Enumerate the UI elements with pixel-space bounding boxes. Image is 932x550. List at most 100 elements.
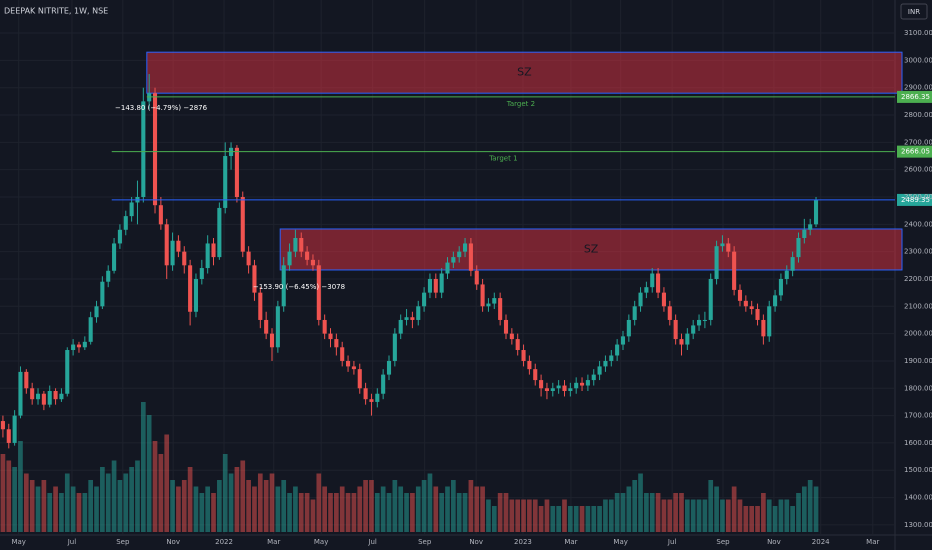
volume-bar xyxy=(193,486,199,532)
volume-bar xyxy=(59,493,64,532)
volume-bar xyxy=(421,480,427,532)
volume-bar xyxy=(439,493,444,532)
volume-bar xyxy=(755,506,760,532)
level-name: Target 1 xyxy=(488,155,517,163)
volume-bar xyxy=(263,480,269,532)
x-tick-label: Mar xyxy=(564,538,577,546)
candle-body xyxy=(199,268,204,279)
volume-bar xyxy=(761,493,766,532)
candle-body xyxy=(82,341,87,348)
volume-bar xyxy=(398,486,404,532)
volume-bar xyxy=(117,480,123,532)
volume-bar xyxy=(76,493,82,532)
volume-bar xyxy=(749,506,755,532)
candle-body xyxy=(615,344,620,356)
candle-body xyxy=(457,251,462,258)
price-tag-label: 2489.35 xyxy=(901,196,930,204)
currency-box[interactable] xyxy=(900,3,928,20)
volume-bar xyxy=(146,415,152,532)
currency[interactable]: INR xyxy=(908,8,920,16)
measure-label: −143.80 (−4.79%) −2876 xyxy=(115,104,208,112)
x-tick-label: Sep xyxy=(116,538,130,546)
volume-bar xyxy=(404,493,409,532)
candle-body xyxy=(679,339,684,345)
x-tick-label: Sep xyxy=(418,538,432,546)
candle-body xyxy=(410,317,415,320)
candle-body xyxy=(305,251,310,260)
y-tick-label: 3100.00 xyxy=(904,29,932,37)
candle-body xyxy=(53,391,58,400)
volume-bar xyxy=(503,493,509,532)
volume-bar xyxy=(568,506,573,532)
volume-bar xyxy=(474,486,480,532)
volume-bar xyxy=(82,493,88,532)
volume-bar xyxy=(88,480,94,532)
candle-body xyxy=(252,265,257,293)
candle-body xyxy=(661,292,666,307)
candle-body xyxy=(392,333,397,361)
volume-bar xyxy=(614,493,620,532)
volume-bar xyxy=(310,499,316,532)
price-tag-label: 2666.05 xyxy=(901,148,930,156)
candle-body xyxy=(258,292,263,320)
candle-body xyxy=(269,333,275,348)
volume-bar xyxy=(23,473,29,532)
candle-body xyxy=(761,319,766,337)
volume-bar xyxy=(228,473,234,532)
volume-bar xyxy=(684,499,690,532)
volume-bar xyxy=(784,499,790,532)
y-tick-label: 2200.00 xyxy=(904,275,932,283)
volume-bar xyxy=(269,473,275,532)
volume-bar xyxy=(544,499,550,532)
candle-body xyxy=(585,380,590,386)
candle-body xyxy=(158,205,163,225)
volume-bar xyxy=(328,493,333,532)
candle-body xyxy=(141,101,146,198)
volume-bar xyxy=(462,493,468,532)
candle-body xyxy=(486,303,491,307)
candle-body xyxy=(369,399,374,402)
volume-bar xyxy=(47,493,53,532)
candle-body xyxy=(340,347,345,361)
candle-body xyxy=(322,319,327,334)
candle-body xyxy=(94,306,99,318)
volume-bar xyxy=(334,493,339,532)
x-tick-label: May xyxy=(613,538,627,546)
volume-bar xyxy=(181,480,187,532)
zone-label: SZ xyxy=(517,66,532,79)
volume-bar xyxy=(708,480,714,532)
volume-bar xyxy=(696,499,702,532)
candle-body xyxy=(106,270,111,282)
supply-zone xyxy=(146,51,903,94)
candle-body xyxy=(223,156,228,208)
candle-body xyxy=(474,270,479,285)
volume-bar xyxy=(6,460,12,532)
candle-body xyxy=(234,147,239,198)
volume-bar xyxy=(538,506,544,532)
candle-body xyxy=(527,360,532,370)
candle-body xyxy=(468,243,473,271)
candle-body xyxy=(386,360,392,375)
x-tick-label: Jul xyxy=(67,538,77,546)
candle-body xyxy=(574,382,579,389)
volume-bar xyxy=(129,467,134,532)
volume-bar xyxy=(491,506,497,532)
candle-body xyxy=(732,251,737,290)
y-tick-label: 2500.00 xyxy=(904,193,932,201)
candle-body xyxy=(632,306,637,320)
volume-bar xyxy=(111,460,117,532)
candle-body xyxy=(562,385,567,392)
volume-bar xyxy=(673,493,678,532)
volume-bar xyxy=(515,499,521,532)
volume-bar xyxy=(287,493,292,532)
volume-bar xyxy=(363,480,368,532)
candle-body xyxy=(796,237,801,258)
candle-body xyxy=(346,360,351,367)
volume-bar xyxy=(778,499,784,532)
volume-bar xyxy=(468,480,474,532)
volume-bar xyxy=(532,499,538,532)
volume xyxy=(0,402,819,532)
volume-bar xyxy=(170,480,175,532)
candle-body xyxy=(702,319,707,321)
